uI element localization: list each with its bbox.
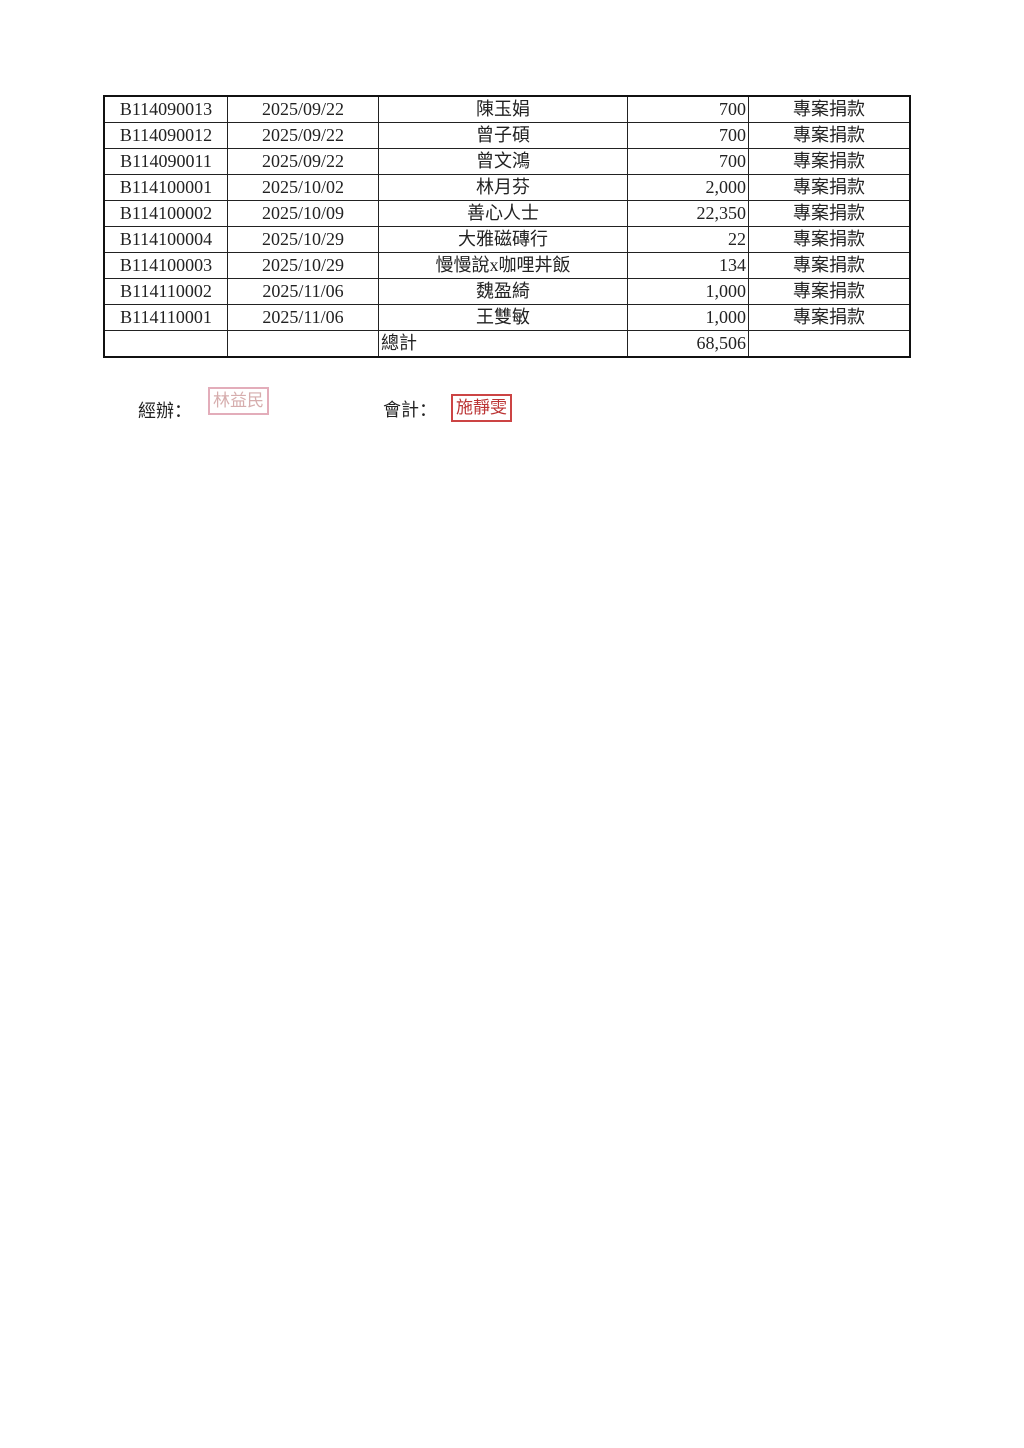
empty-cell — [748, 330, 911, 358]
total-row: 總計 68,506 — [103, 330, 911, 358]
amount-cell: 2,000 — [627, 174, 749, 201]
table-row: B114090012 2025/09/22 曾子碩 700 專案捐款 — [103, 122, 911, 149]
donation-type-cell: 專案捐款 — [748, 278, 911, 305]
receipt-id-cell: B114110001 — [103, 304, 228, 331]
amount-cell: 22 — [627, 226, 749, 253]
receipt-id-cell: B114090012 — [103, 122, 228, 149]
table-row: B114100003 2025/10/29 慢慢說x咖哩丼飯 134 專案捐款 — [103, 252, 911, 279]
table-row: B114110001 2025/11/06 王雙敏 1,000 專案捐款 — [103, 304, 911, 331]
handler-label: 經辦： — [138, 401, 192, 422]
donor-name-cell: 慢慢說x咖哩丼飯 — [378, 252, 628, 279]
amount-cell: 22,350 — [627, 200, 749, 227]
table-row: B114100002 2025/10/09 善心人士 22,350 專案捐款 — [103, 200, 911, 227]
date-cell: 2025/10/29 — [227, 252, 379, 279]
donor-name-cell: 王雙敏 — [378, 304, 628, 331]
date-cell: 2025/09/22 — [227, 148, 379, 175]
donor-name-cell: 大雅磁磚行 — [378, 226, 628, 253]
table-row: B114090013 2025/09/22 陳玉娟 700 專案捐款 — [103, 95, 911, 123]
donor-name-cell: 善心人士 — [378, 200, 628, 227]
receipt-id-cell: B114090011 — [103, 148, 228, 175]
donation-type-cell: 專案捐款 — [748, 226, 911, 253]
table-row: B114110002 2025/11/06 魏盈綺 1,000 專案捐款 — [103, 278, 911, 305]
amount-cell: 700 — [627, 95, 749, 123]
date-cell: 2025/11/06 — [227, 278, 379, 305]
table-row: B114100004 2025/10/29 大雅磁磚行 22 專案捐款 — [103, 226, 911, 253]
date-cell: 2025/10/09 — [227, 200, 379, 227]
amount-cell: 134 — [627, 252, 749, 279]
date-cell: 2025/10/02 — [227, 174, 379, 201]
empty-cell — [227, 330, 379, 358]
receipt-id-cell: B114110002 — [103, 278, 228, 305]
donor-name-cell: 曾子碩 — [378, 122, 628, 149]
donation-type-cell: 專案捐款 — [748, 122, 911, 149]
donation-table: B114090013 2025/09/22 陳玉娟 700 專案捐款 B114090012… — [103, 95, 911, 358]
donation-type-cell: 專案捐款 — [748, 174, 911, 201]
donor-name-cell: 曾文鴻 — [378, 148, 628, 175]
donor-name-cell: 魏盈綺 — [378, 278, 628, 305]
amount-cell: 1,000 — [627, 278, 749, 305]
amount-cell: 700 — [627, 148, 749, 175]
receipt-id-cell: B114100003 — [103, 252, 228, 279]
date-cell: 2025/10/29 — [227, 226, 379, 253]
date-cell: 2025/09/22 — [227, 122, 379, 149]
table-row: B114090011 2025/09/22 曾文鴻 700 專案捐款 — [103, 148, 911, 175]
table-row: B114100001 2025/10/02 林月芬 2,000 專案捐款 — [103, 174, 911, 201]
date-cell: 2025/11/06 — [227, 304, 379, 331]
donation-type-cell: 專案捐款 — [748, 148, 911, 175]
donor-name-cell: 陳玉娟 — [378, 95, 628, 123]
empty-cell — [103, 330, 228, 358]
handler-stamp: 林益民 — [208, 387, 269, 415]
receipt-id-cell: B114100002 — [103, 200, 228, 227]
receipt-id-cell: B114090013 — [103, 95, 228, 123]
donation-type-cell: 專案捐款 — [748, 252, 911, 279]
donation-type-cell: 專案捐款 — [748, 304, 911, 331]
amount-cell: 700 — [627, 122, 749, 149]
receipt-id-cell: B114100004 — [103, 226, 228, 253]
receipt-id-cell: B114100001 — [103, 174, 228, 201]
total-label: 總計 — [378, 330, 628, 358]
donation-type-cell: 專案捐款 — [748, 200, 911, 227]
donor-name-cell: 林月芬 — [378, 174, 628, 201]
accountant-label: 會計： — [383, 400, 437, 421]
amount-cell: 1,000 — [627, 304, 749, 331]
date-cell: 2025/09/22 — [227, 95, 379, 123]
accountant-stamp: 施靜雯 — [451, 394, 512, 422]
total-value: 68,506 — [627, 330, 749, 358]
donation-type-cell: 專案捐款 — [748, 95, 911, 123]
